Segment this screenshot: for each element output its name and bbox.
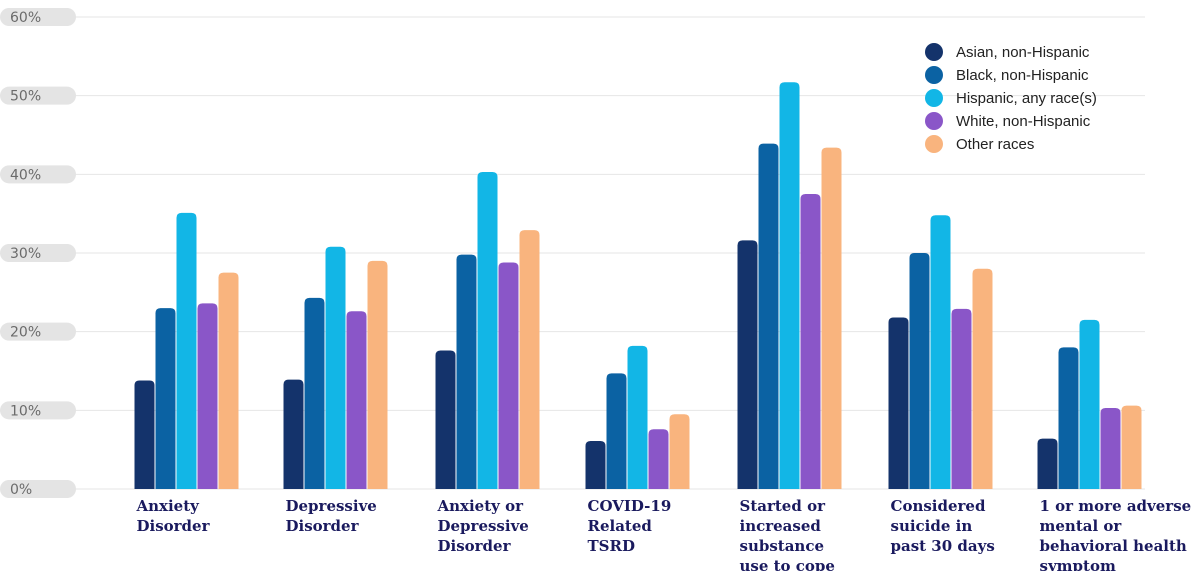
bar xyxy=(1079,319,1100,489)
legend-swatch xyxy=(925,66,943,84)
bar xyxy=(498,262,519,489)
bar xyxy=(1100,407,1121,489)
bars xyxy=(134,82,1142,490)
legend-label: Asian, non-Hispanic xyxy=(956,44,1090,61)
y-tick-label: 50% xyxy=(10,89,41,105)
bar xyxy=(648,429,669,489)
bar xyxy=(519,230,540,490)
bar xyxy=(346,311,367,489)
bar xyxy=(456,254,477,489)
legend-label: White, non-Hispanic xyxy=(956,113,1091,130)
gridlines xyxy=(70,16,1145,490)
bar xyxy=(325,246,346,489)
y-tick-label: 0% xyxy=(10,482,32,498)
bar xyxy=(972,268,993,489)
y-tick-pill xyxy=(0,480,76,498)
bar xyxy=(134,380,155,489)
legend-swatch xyxy=(925,43,943,61)
x-category-label: Considered suicide in past 30 days xyxy=(891,497,995,555)
legend-swatch xyxy=(925,135,943,153)
y-tick-label: 40% xyxy=(10,167,41,183)
y-tick-label: 60% xyxy=(10,10,41,26)
bar xyxy=(888,317,909,489)
legend-label: Hispanic, any race(s) xyxy=(956,90,1097,107)
x-category-label: Started or increased substance use to cope xyxy=(740,497,835,571)
y-tick-pill xyxy=(0,8,76,26)
bar xyxy=(155,308,176,489)
bar xyxy=(218,272,239,489)
bar xyxy=(606,373,627,489)
bar xyxy=(737,240,758,489)
x-category-label: Depressive Disorder xyxy=(286,497,377,535)
legend-label: Other races xyxy=(956,136,1034,153)
bar xyxy=(821,147,842,489)
y-tick-pill xyxy=(0,244,76,262)
y-tick-pill xyxy=(0,165,76,184)
bar xyxy=(1121,405,1142,489)
legend: Asian, non-Hispanic Black, non-Hispanic Hi… xyxy=(925,43,1097,153)
y-tick-label: 10% xyxy=(10,403,41,419)
x-category-label: Anxiety Disorder xyxy=(136,497,211,535)
bar xyxy=(197,303,218,489)
bar xyxy=(669,414,690,489)
y-tick-pill xyxy=(0,322,76,341)
bar xyxy=(585,441,606,489)
legend-swatch xyxy=(925,112,943,130)
y-tick-pill xyxy=(0,86,76,105)
bar xyxy=(909,253,930,489)
bar xyxy=(367,260,388,489)
y-tick-pill xyxy=(0,401,76,420)
legend-label: Black, non-Hispanic xyxy=(956,67,1089,84)
legend-swatch xyxy=(925,89,943,107)
bar xyxy=(758,143,779,490)
x-category-label: 1 or more adverse mental or behavioral hea… xyxy=(1040,497,1192,571)
bar xyxy=(283,379,304,489)
x-category-label: COVID-19 Related TSRD xyxy=(588,497,672,555)
bar xyxy=(1058,347,1079,489)
bar xyxy=(951,308,972,489)
x-axis-labels: Anxiety Disorder Depressive Disorder Anxiety… xyxy=(136,497,1192,571)
y-axis: 0% 10% 20% 30% 40% 50% 60% xyxy=(0,8,76,498)
bar xyxy=(304,297,325,489)
bar xyxy=(779,82,800,489)
bar xyxy=(1037,438,1058,489)
bar xyxy=(176,212,197,489)
bar xyxy=(435,350,456,489)
y-tick-label: 30% xyxy=(10,246,41,262)
bar xyxy=(800,194,821,489)
x-category-label: Anxiety or Depressive Disorder xyxy=(437,497,529,555)
bar xyxy=(930,215,951,490)
bar xyxy=(477,171,498,489)
bar xyxy=(627,345,648,489)
y-tick-label: 20% xyxy=(10,325,41,341)
